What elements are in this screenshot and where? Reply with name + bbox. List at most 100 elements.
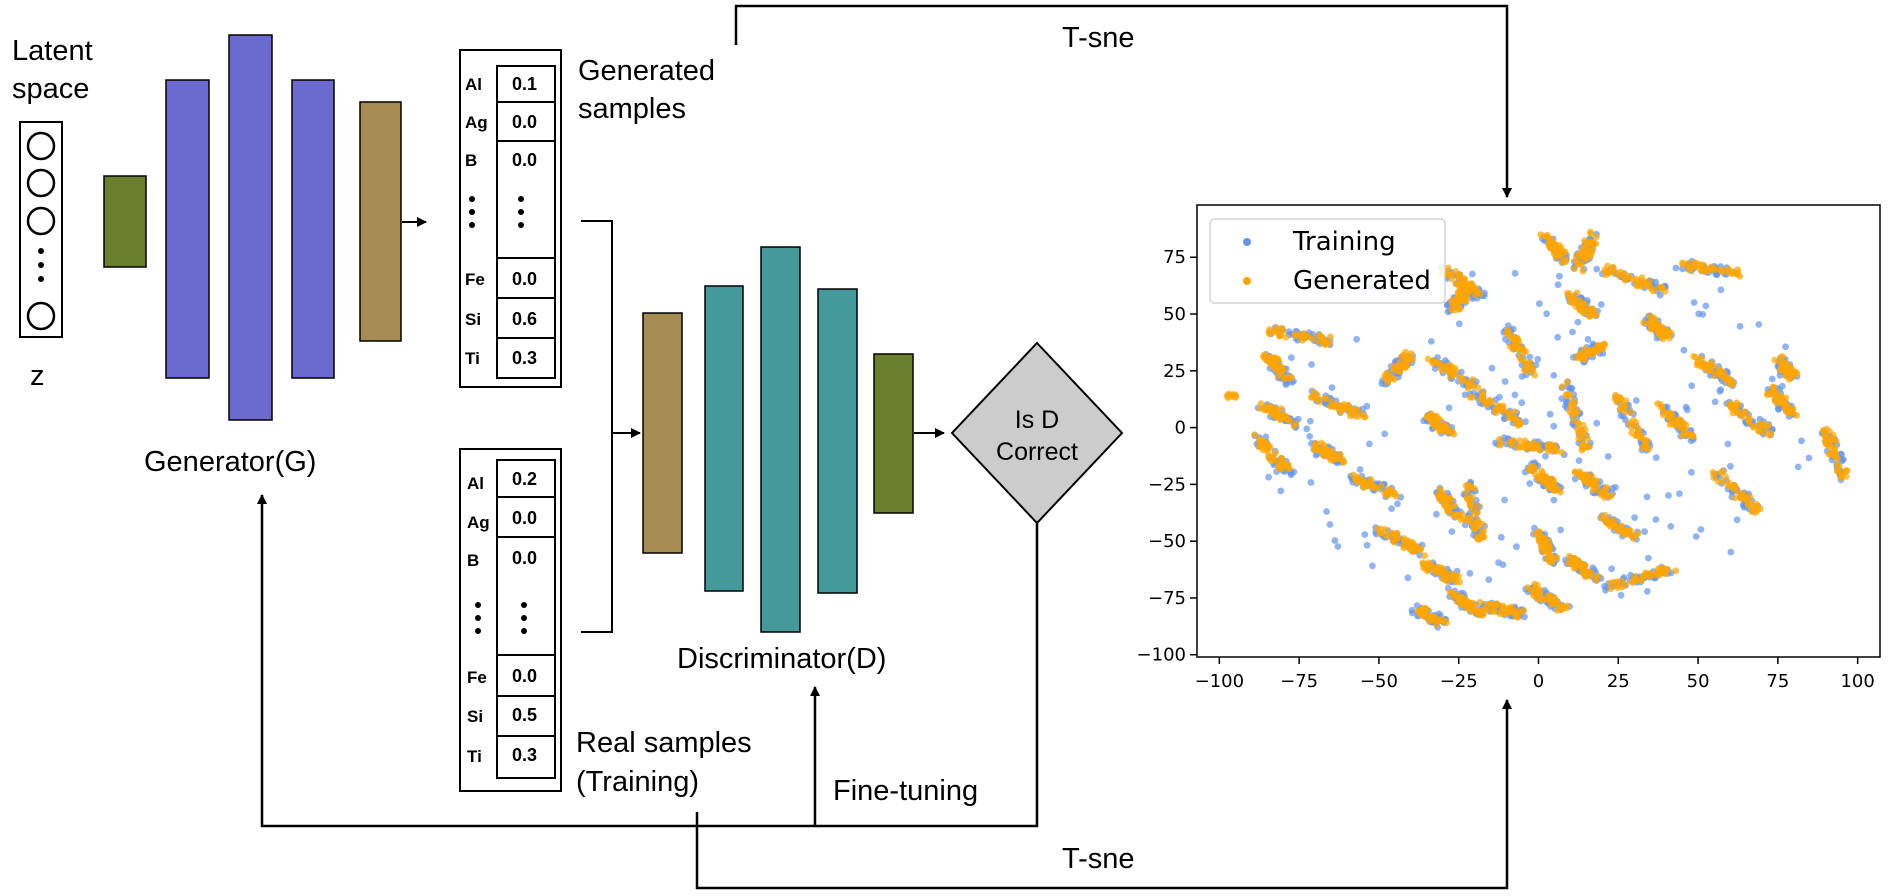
generated-point xyxy=(1825,450,1833,458)
training-point xyxy=(1433,510,1440,518)
table-inner-box xyxy=(496,257,556,379)
generated-point xyxy=(1565,552,1573,560)
training-point xyxy=(1265,473,1272,481)
ellipsis-dot xyxy=(38,248,44,254)
generated-point xyxy=(1440,576,1448,583)
generated-point xyxy=(1644,443,1651,451)
generated-point xyxy=(1318,448,1326,455)
generated-point xyxy=(1394,534,1401,541)
element-label: Ag xyxy=(467,513,490,532)
generated-point xyxy=(1550,247,1558,254)
generated-point xyxy=(1599,491,1607,499)
training-point xyxy=(1526,480,1534,487)
element-value: 0.0 xyxy=(512,548,537,568)
training-point xyxy=(1612,483,1619,491)
generated-point xyxy=(1576,429,1584,436)
generated-point xyxy=(1684,431,1692,438)
generated-point xyxy=(1545,482,1553,490)
generated-point xyxy=(1572,302,1580,310)
generated-point xyxy=(1686,266,1694,273)
generated-point xyxy=(1474,509,1481,516)
generated-point xyxy=(1584,305,1592,313)
training-point xyxy=(1285,328,1293,336)
generated-point xyxy=(1508,439,1516,446)
discriminator-label: Discriminator(D) xyxy=(677,643,886,675)
generated-point xyxy=(1499,405,1507,412)
generated-point xyxy=(1724,481,1732,489)
generated-point xyxy=(1594,573,1602,580)
ellipsis-dot xyxy=(518,222,524,228)
generated-point xyxy=(1496,435,1503,443)
element-value: 0.1 xyxy=(512,74,537,94)
generated-point xyxy=(1571,265,1578,273)
training-point xyxy=(1496,393,1503,401)
merge-bracket xyxy=(581,220,613,633)
generated-point xyxy=(1282,413,1290,420)
generated-point xyxy=(1267,354,1275,362)
generated-point xyxy=(1464,286,1472,294)
generated-point xyxy=(1607,492,1615,499)
generated-point xyxy=(1535,476,1543,484)
training-point xyxy=(1488,364,1496,372)
generated-point xyxy=(1738,412,1745,420)
training-point xyxy=(1617,591,1625,599)
generated-point xyxy=(1832,450,1840,458)
generated-point xyxy=(1601,266,1609,274)
generated-point xyxy=(1396,359,1403,367)
generated-point xyxy=(1273,413,1281,420)
generated-point xyxy=(1461,296,1469,304)
generated-point xyxy=(1281,374,1289,382)
generated-point xyxy=(1388,529,1396,537)
element-value: 0.0 xyxy=(512,508,537,528)
generated-point xyxy=(1566,290,1573,298)
generated-point xyxy=(1408,548,1416,555)
training-point xyxy=(1556,272,1563,280)
generated-point xyxy=(1267,457,1275,465)
generated-point xyxy=(1402,348,1409,356)
generated-point xyxy=(1383,492,1391,499)
generated-point xyxy=(1821,438,1829,446)
training-point xyxy=(1497,533,1505,541)
training-point xyxy=(1306,417,1314,425)
generated-point xyxy=(1444,429,1452,436)
generated-point xyxy=(1618,404,1626,412)
generated-point xyxy=(1615,272,1622,279)
training-point xyxy=(1676,490,1683,497)
generated-point xyxy=(1748,508,1755,515)
training-point xyxy=(1798,437,1805,445)
training-point xyxy=(1521,613,1528,621)
legend-label-training: Training xyxy=(1292,227,1396,257)
generated-point xyxy=(1433,564,1441,571)
generated-point xyxy=(1835,463,1843,471)
generated-point xyxy=(1265,328,1273,336)
generated-point xyxy=(1557,488,1564,496)
generated-point xyxy=(1446,588,1454,596)
tsne-scatter-chart: −100 −75 −50 −25 0 25 50 75 100 −100 −75 −50 −25 0 25 5… xyxy=(1137,204,1881,692)
training-point xyxy=(1404,574,1412,582)
generated-point xyxy=(1595,342,1603,350)
generated-point xyxy=(1540,596,1548,604)
training-point xyxy=(1604,453,1612,460)
training-point xyxy=(1366,440,1373,448)
generated-point xyxy=(1342,405,1350,413)
latent-node xyxy=(26,131,56,161)
training-point xyxy=(1632,397,1640,404)
generated-point xyxy=(1295,333,1302,340)
training-point xyxy=(1495,559,1502,566)
training-point xyxy=(1667,523,1675,530)
generated-point xyxy=(1367,476,1375,483)
generated-point xyxy=(1516,353,1524,361)
generated-point xyxy=(1422,613,1429,621)
generated-point xyxy=(1694,357,1702,364)
element-label: Ti xyxy=(465,349,480,368)
generated-point xyxy=(1615,394,1622,402)
training-point xyxy=(1688,382,1696,390)
generated-point xyxy=(1505,604,1513,612)
generated-point xyxy=(1272,365,1280,372)
generated-point xyxy=(1740,491,1748,498)
generated-point xyxy=(1459,601,1467,609)
discriminator-hidden-layer xyxy=(760,246,801,633)
training-point xyxy=(1688,468,1695,476)
training-point xyxy=(1306,433,1314,440)
generated-point xyxy=(1565,558,1572,566)
